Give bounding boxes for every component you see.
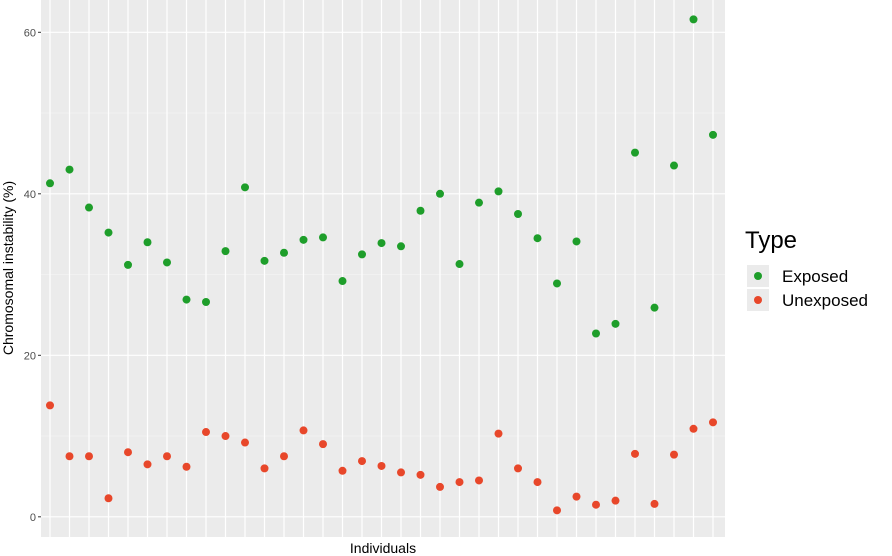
point-exposed [319, 233, 327, 242]
series-unexposed [46, 401, 717, 515]
point-unexposed [553, 506, 561, 515]
point-exposed [689, 15, 698, 24]
point-unexposed [338, 466, 347, 475]
point-unexposed [124, 448, 132, 457]
point-unexposed [85, 452, 93, 461]
point-exposed [260, 256, 269, 265]
point-exposed [553, 279, 561, 288]
panel-background [41, 0, 725, 537]
point-exposed [592, 329, 600, 338]
point-exposed [533, 234, 542, 243]
point-exposed [631, 148, 639, 157]
legend-title: Type [745, 227, 797, 254]
point-unexposed [202, 428, 210, 437]
point-unexposed [377, 461, 386, 470]
point-unexposed [709, 418, 717, 427]
series-exposed [46, 15, 717, 338]
y-tick-label: 40 [24, 189, 36, 201]
point-unexposed [631, 449, 639, 458]
point-exposed [104, 228, 113, 237]
legend-label-exposed: Exposed [782, 267, 848, 286]
legend-items: Exposed Unexposed [747, 265, 868, 311]
point-exposed [514, 209, 522, 218]
point-exposed [494, 187, 503, 196]
point-exposed [241, 183, 249, 192]
point-exposed [670, 161, 678, 170]
point-unexposed [436, 482, 444, 491]
point-exposed [163, 258, 171, 267]
point-unexposed [358, 457, 366, 466]
legend-label-unexposed: Unexposed [782, 291, 868, 310]
y-tick-label: 20 [24, 350, 36, 362]
point-exposed [338, 277, 347, 286]
point-unexposed [221, 432, 230, 441]
point-unexposed [319, 440, 327, 449]
point-exposed [299, 235, 308, 244]
point-exposed [397, 242, 405, 251]
y-tick-label: 60 [24, 27, 36, 39]
point-exposed [182, 295, 191, 304]
point-exposed [202, 298, 210, 307]
point-exposed [280, 248, 288, 257]
point-exposed [650, 303, 659, 312]
point-unexposed [494, 429, 503, 438]
point-unexposed [46, 401, 54, 410]
point-exposed [709, 130, 717, 139]
point-unexposed [280, 452, 288, 461]
point-unexposed [533, 478, 542, 487]
point-unexposed [592, 500, 600, 509]
point-exposed [416, 206, 425, 215]
point-unexposed [670, 450, 678, 459]
point-unexposed [163, 452, 171, 461]
point-unexposed [650, 499, 659, 508]
point-exposed [46, 179, 54, 188]
point-exposed [85, 203, 93, 212]
point-unexposed [416, 470, 425, 479]
point-unexposed [260, 464, 269, 473]
y-axis-title: Chromosomal instability (%) [0, 181, 16, 355]
point-unexposed [572, 492, 581, 501]
point-exposed [572, 237, 581, 246]
point-unexposed [182, 462, 191, 471]
point-unexposed [611, 496, 620, 505]
point-unexposed [299, 426, 308, 435]
y-tick-label: 0 [30, 512, 36, 524]
point-exposed [65, 165, 74, 174]
point-unexposed [455, 478, 464, 487]
point-exposed [475, 198, 483, 207]
point-exposed [455, 260, 464, 269]
x-axis-title: Individuals [350, 540, 416, 556]
point-exposed [611, 319, 620, 328]
point-exposed [124, 260, 132, 269]
point-exposed [377, 239, 386, 248]
y-axis-ticks: 0 20 40 60 [24, 27, 41, 524]
point-unexposed [689, 424, 698, 433]
point-unexposed [241, 438, 249, 447]
data-points [46, 15, 717, 515]
point-unexposed [475, 476, 483, 485]
point-exposed [436, 189, 444, 198]
legend-key-unexposed [754, 296, 762, 304]
legend: Type Exposed Unexposed [745, 227, 868, 311]
point-exposed [143, 238, 152, 247]
legend-key-exposed [754, 272, 762, 280]
point-unexposed [65, 452, 74, 461]
point-exposed [221, 247, 230, 256]
point-unexposed [104, 494, 113, 503]
point-unexposed [397, 468, 405, 477]
grid-lines [41, 0, 753, 537]
point-exposed [358, 250, 366, 259]
point-unexposed [514, 464, 522, 473]
point-unexposed [143, 460, 152, 469]
